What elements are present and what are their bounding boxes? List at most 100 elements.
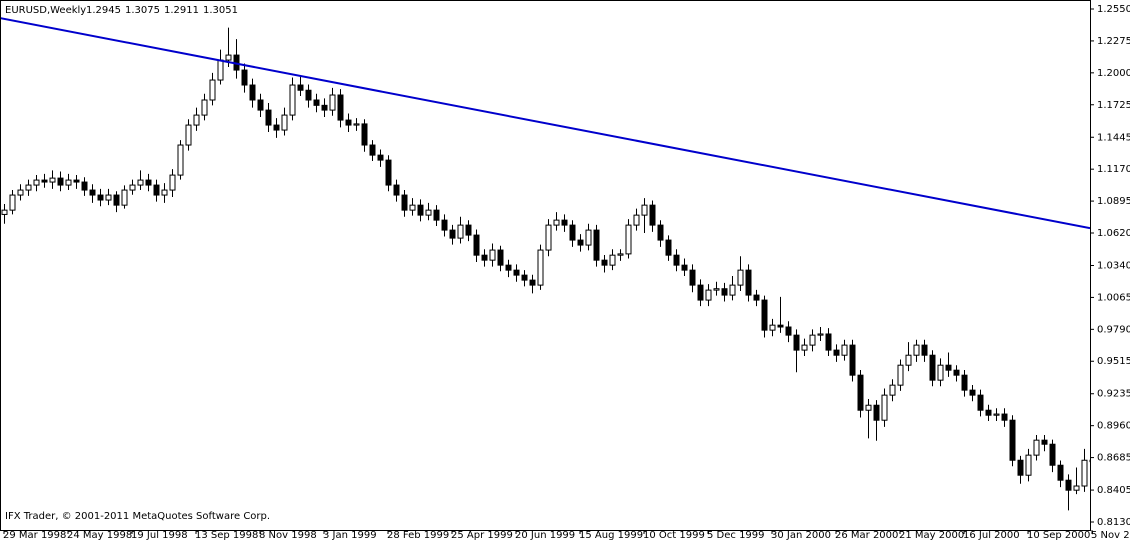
candle-body: [385, 159, 392, 186]
plot-area: [1, 17, 1090, 511]
candle-body: [121, 189, 128, 206]
candle-body: [241, 69, 248, 86]
candle-body: [97, 194, 104, 201]
quote-value: 1.2911: [164, 5, 199, 16]
candle-body: [537, 249, 544, 286]
candle-body: [1009, 419, 1016, 461]
x-tick-label: 5 Nov 2000: [1091, 530, 1130, 541]
y-tick-label: 0.9235: [1097, 389, 1130, 400]
candle-body: [633, 214, 640, 226]
candle-body: [305, 89, 312, 101]
candle-body: [49, 177, 56, 183]
candle-body: [817, 333, 824, 336]
candle-body: [609, 254, 616, 266]
candle-body: [353, 123, 360, 126]
candle-body: [945, 364, 952, 371]
quote-value: 1.2945: [86, 5, 121, 16]
y-tick-label: 0.9515: [1097, 356, 1130, 367]
candle-body: [1001, 413, 1008, 421]
candle-body: [593, 229, 600, 261]
candle-body: [73, 179, 80, 183]
y-tick-label: 1.0895: [1097, 196, 1130, 207]
y-tick-label: 1.0340: [1097, 261, 1130, 272]
candle-body: [289, 84, 296, 116]
candle-body: [137, 179, 144, 186]
candle-body: [457, 224, 464, 239]
y-tick-label: 0.8405: [1097, 485, 1130, 496]
candle-body: [169, 174, 176, 191]
candle-body: [249, 84, 256, 101]
candle-body: [553, 219, 560, 226]
candle-body: [657, 224, 664, 241]
candle-body: [681, 264, 688, 271]
footer: IFX Trader, © 2001-2011 MetaQuotes Softw…: [5, 511, 270, 522]
y-tick-label: 0.8960: [1097, 421, 1130, 432]
candle-body: [401, 194, 408, 211]
candle-body: [617, 253, 624, 256]
candle-body: [1033, 439, 1040, 456]
candle-body: [625, 224, 632, 255]
candle-body: [721, 288, 728, 296]
y-tick-label: 1.0065: [1097, 292, 1130, 303]
candle-body: [585, 229, 592, 246]
candle-body: [913, 344, 920, 356]
x-tick-label: 26 Mar 2000: [835, 530, 898, 541]
candle-body: [89, 189, 96, 196]
y-tick-label: 0.8130: [1097, 517, 1130, 528]
candle-body: [497, 249, 504, 266]
candle-body: [1057, 464, 1064, 481]
candle-body: [929, 354, 936, 381]
candle-body: [841, 344, 848, 356]
candle-body: [753, 294, 760, 301]
candle-body: [561, 219, 568, 226]
trendline: [1, 17, 1090, 230]
candle-body: [329, 94, 336, 111]
candle-body: [393, 184, 400, 196]
x-tick-label: 20 Jun 1999: [515, 530, 575, 541]
candle-body: [481, 254, 488, 261]
candle-body: [1073, 485, 1080, 491]
candle-body: [345, 119, 352, 126]
candle-body: [881, 394, 888, 421]
candle-body: [865, 404, 872, 411]
candle-body: [649, 204, 656, 226]
candle-body: [33, 179, 40, 186]
x-tick-label: 10 Sep 2000: [1027, 530, 1090, 541]
candle-body: [1, 209, 8, 215]
candle-body: [577, 239, 584, 246]
candle-body: [505, 264, 512, 271]
candle-body: [777, 324, 784, 328]
candle-body: [9, 194, 16, 211]
candle-body: [425, 209, 432, 216]
candle-body: [281, 114, 288, 131]
y-tick-label: 1.2000: [1097, 68, 1130, 79]
x-tick-label: 3 Jan 1999: [323, 530, 377, 541]
candle-body: [25, 184, 32, 191]
candle-body: [417, 204, 424, 216]
candle-body: [849, 344, 856, 376]
candle-body: [193, 114, 200, 126]
candle-body: [641, 204, 648, 216]
candle-body: [529, 279, 536, 286]
candle-body: [161, 189, 168, 196]
candle-body: [689, 269, 696, 286]
candle-body: [361, 123, 368, 146]
candle-body: [369, 144, 376, 156]
candle-body: [793, 334, 800, 351]
y-tick-label: 1.2275: [1097, 36, 1130, 47]
y-tick-label: 1.0620: [1097, 228, 1130, 239]
x-tick-label: 8 Nov 1998: [259, 530, 317, 541]
candle-body: [225, 54, 232, 61]
candle-body: [713, 288, 720, 291]
y-tick-label: 1.1445: [1097, 132, 1130, 143]
x-tick-label: 16 Jul 2000: [963, 530, 1020, 541]
candle-body: [801, 344, 808, 351]
quote-value: 1.3075: [125, 5, 160, 16]
plot-frame: [0, 0, 1091, 531]
candle-body: [545, 224, 552, 251]
candle-body: [489, 249, 496, 261]
candle-body: [857, 374, 864, 411]
candle-body: [673, 254, 680, 266]
